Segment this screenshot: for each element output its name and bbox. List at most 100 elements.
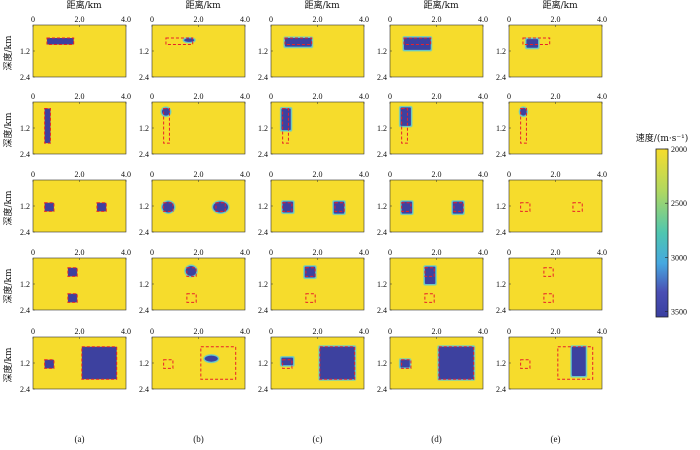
y-tick-label: 2.4 (496, 385, 506, 394)
true-model-outline (305, 267, 316, 277)
y-tick-label: 2.4 (496, 73, 506, 82)
y-axis-label: 深度/km (2, 347, 14, 382)
y-tick-label: 2.4 (139, 150, 149, 159)
y-tick-label: 2.4 (377, 150, 387, 159)
y-tick-label: 2.4 (20, 228, 30, 237)
true-model-outline (46, 37, 75, 45)
panel-r1-c5: 0 2.0 4.0 距离/km 1.2 2.4 (496, 0, 607, 82)
panel-background (270, 257, 365, 311)
y-axis-label: 深度/km (2, 268, 14, 303)
true-model-outline (163, 108, 170, 144)
x-tick-label: 2.0 (432, 327, 442, 336)
x-tick-label: 0 (269, 170, 273, 179)
x-tick-label: 0 (150, 92, 154, 101)
x-tick-label: 4.0 (121, 170, 131, 179)
true-model-outline (67, 267, 78, 277)
true-model-outline (453, 202, 464, 212)
true-model-outline (334, 202, 345, 212)
panel-r5-c3: 0 2.0 4.0 1.2 2.4 (258, 327, 369, 394)
y-tick-label: 2.4 (377, 73, 387, 82)
x-tick-label: 4.0 (597, 92, 607, 101)
true-model-outline (543, 293, 554, 303)
x-tick-label: 4.0 (240, 248, 250, 257)
x-tick-label: 2.0 (432, 15, 442, 24)
true-model-outline (96, 202, 107, 212)
velocity-anomaly (400, 359, 410, 368)
column-label: (e) (551, 434, 561, 444)
x-tick-label: 4.0 (240, 15, 250, 24)
x-tick-label: 4.0 (359, 327, 369, 336)
velocity-anomaly (184, 38, 195, 42)
x-tick-label: 2.0 (551, 248, 561, 257)
x-tick-label: 4.0 (597, 15, 607, 24)
true-model-outline (282, 202, 293, 212)
panel-r3-c3: 0 2.0 4.0 1.2 2.4 (258, 170, 369, 237)
true-model-outline (284, 37, 313, 45)
x-tick-label: 2.0 (551, 327, 561, 336)
panel-r2-c3: 0 2.0 4.0 1.2 2.4 (258, 92, 369, 159)
panel-background (151, 257, 246, 311)
panel-r2-c4: 0 2.0 4.0 1.2 2.4 (377, 92, 488, 159)
y-tick-label: 2.4 (496, 150, 506, 159)
panel-background (151, 336, 246, 390)
x-tick-label: 2.0 (194, 92, 204, 101)
velocity-anomaly (304, 266, 316, 278)
panel-r4-c5: 0 2.0 4.0 1.2 2.4 (496, 248, 607, 315)
x-tick-label: 0 (507, 248, 511, 257)
y-tick-label: 2.4 (20, 73, 30, 82)
panel-r3-c4: 0 2.0 4.0 1.2 2.4 (377, 170, 488, 237)
x-tick-label: 2.0 (313, 248, 323, 257)
panel-r5-c4: 0 2.0 4.0 1.2 2.4 (377, 327, 488, 394)
x-tick-label: 4.0 (478, 15, 488, 24)
velocity-anomaly (185, 266, 197, 276)
velocity-anomaly (46, 38, 74, 45)
velocity-anomaly (67, 267, 78, 277)
velocity-anomaly (96, 202, 107, 212)
true-model-outline (572, 202, 583, 212)
x-tick-label: 2.0 (194, 15, 204, 24)
x-tick-label: 0 (507, 327, 511, 336)
panel-r3-c1: 0 2.0 4.0 1.2 2.4 (20, 170, 131, 237)
true-model-outline (424, 293, 435, 303)
colorbar: 速度/(m·s⁻¹)2000 2500 3000 3500 (636, 132, 688, 318)
true-model-outline (282, 359, 293, 369)
velocity-anomaly (452, 201, 464, 214)
colorbar-tick-label: 2500 (671, 199, 687, 208)
velocity-anomaly (213, 201, 229, 213)
panel-background (508, 179, 603, 233)
panel-r2-c2: 0 2.0 4.0 1.2 2.4 (139, 92, 250, 159)
x-tick-label: 0 (31, 15, 35, 24)
y-tick-label: 2.4 (139, 73, 149, 82)
true-model-outline (305, 293, 316, 303)
y-tick-label: 1.2 (139, 124, 149, 133)
colorbar-tick-label: 3500 (671, 308, 687, 317)
x-tick-label: 0 (388, 15, 392, 24)
x-tick-label: 0 (31, 170, 35, 179)
x-tick-label: 0 (269, 327, 273, 336)
y-tick-label: 2.4 (377, 306, 387, 315)
y-tick-label: 2.4 (496, 306, 506, 315)
true-model-outline (520, 202, 531, 212)
panel-background (32, 24, 127, 78)
x-tick-label: 4.0 (240, 170, 250, 179)
x-tick-label: 2.0 (432, 92, 442, 101)
y-tick-label: 1.2 (377, 47, 387, 56)
colorbar-title: 速度/(m·s⁻¹) (636, 132, 688, 144)
panel-r1-c4: 0 2.0 4.0 距离/km 1.2 2.4 (377, 0, 488, 82)
panel-r3-c2: 0 2.0 4.0 1.2 2.4 (139, 170, 250, 237)
y-tick-label: 1.2 (139, 202, 149, 211)
y-tick-label: 1.2 (258, 359, 268, 368)
y-tick-label: 1.2 (20, 359, 30, 368)
x-tick-label: 0 (388, 92, 392, 101)
true-model-outline (186, 267, 197, 277)
true-model-outline (520, 359, 531, 369)
y-tick-label: 1.2 (377, 124, 387, 133)
x-tick-label: 0 (31, 327, 35, 336)
y-tick-label: 1.2 (377, 359, 387, 368)
true-model-outline (215, 202, 226, 212)
y-tick-label: 2.4 (496, 228, 506, 237)
y-tick-label: 1.2 (496, 124, 506, 133)
y-axis-label: 深度/km (2, 112, 14, 147)
y-tick-label: 1.2 (496, 47, 506, 56)
